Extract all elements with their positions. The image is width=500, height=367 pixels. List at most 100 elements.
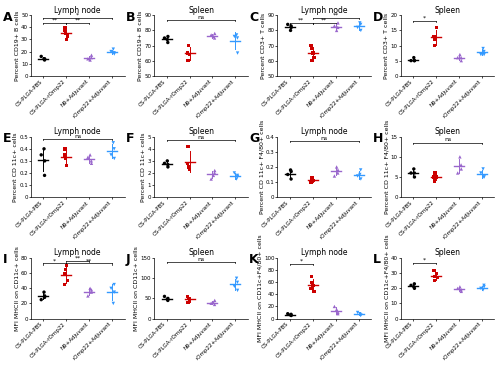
Point — [164, 158, 172, 164]
Point — [88, 55, 96, 61]
Point — [37, 54, 45, 59]
Point — [332, 28, 340, 33]
Point — [110, 140, 118, 146]
Point — [164, 296, 172, 302]
Title: Spleen: Spleen — [434, 6, 460, 15]
Point — [410, 281, 418, 287]
Point — [186, 298, 194, 304]
Point — [88, 158, 96, 164]
Point — [432, 270, 440, 276]
Point — [334, 167, 342, 173]
Point — [357, 176, 365, 182]
Point — [62, 263, 70, 269]
Point — [287, 176, 295, 182]
Point — [62, 266, 70, 272]
Point — [40, 146, 48, 152]
Point — [334, 170, 342, 176]
Point — [234, 172, 241, 178]
Point — [64, 278, 72, 284]
Point — [354, 25, 362, 30]
Point — [457, 162, 465, 168]
Point — [184, 164, 192, 170]
Text: *: * — [423, 257, 426, 262]
Point — [86, 152, 94, 158]
Point — [410, 174, 418, 180]
Point — [330, 304, 338, 309]
Point — [88, 160, 96, 166]
Point — [407, 282, 415, 288]
Point — [234, 35, 241, 41]
Point — [410, 284, 418, 290]
Point — [430, 43, 438, 48]
Point — [457, 287, 465, 293]
Point — [210, 170, 218, 176]
Point — [286, 167, 294, 173]
Point — [164, 33, 172, 39]
Point — [84, 56, 92, 62]
Point — [432, 25, 440, 30]
Point — [61, 270, 69, 276]
Point — [334, 25, 342, 30]
Point — [410, 58, 418, 63]
Point — [160, 294, 168, 299]
Point — [308, 176, 316, 182]
Point — [310, 55, 318, 61]
Point — [84, 293, 92, 299]
Point — [410, 286, 418, 291]
Point — [334, 311, 342, 317]
Point — [207, 300, 215, 306]
Point — [184, 58, 192, 63]
Text: K: K — [249, 253, 259, 266]
Point — [431, 170, 439, 176]
Point — [60, 152, 68, 158]
Point — [234, 50, 241, 56]
Point — [479, 46, 487, 51]
Point — [64, 33, 72, 39]
Point — [40, 56, 48, 62]
Point — [40, 294, 48, 300]
Text: A: A — [2, 11, 12, 23]
Point — [210, 33, 218, 39]
Text: *: * — [423, 16, 426, 21]
Point — [286, 28, 294, 33]
Point — [309, 282, 317, 288]
Point — [184, 160, 192, 166]
Title: Spleen: Spleen — [434, 248, 460, 257]
Point — [356, 20, 364, 26]
Point — [164, 161, 172, 167]
Point — [210, 30, 218, 36]
Y-axis label: MFI MHCII on CD11c+ cells: MFI MHCII on CD11c+ cells — [14, 246, 20, 331]
Point — [309, 50, 317, 56]
Point — [410, 55, 418, 61]
Point — [477, 286, 485, 291]
Point — [62, 156, 70, 161]
Point — [160, 160, 168, 166]
Point — [234, 174, 241, 179]
Point — [110, 156, 118, 161]
Point — [356, 311, 364, 317]
Text: ns: ns — [198, 257, 204, 262]
Y-axis label: Percent CD19+ B cells: Percent CD19+ B cells — [138, 10, 143, 81]
Point — [86, 286, 94, 291]
Point — [107, 152, 115, 158]
Point — [480, 284, 488, 290]
Point — [284, 171, 292, 177]
Title: Lymph node: Lymph node — [54, 6, 101, 15]
Text: G: G — [249, 132, 260, 145]
Point — [110, 50, 118, 56]
Point — [60, 281, 68, 287]
Point — [40, 172, 48, 178]
Point — [40, 158, 48, 164]
Point — [207, 176, 215, 182]
Title: Lymph node: Lymph node — [301, 127, 348, 136]
Point — [430, 267, 438, 273]
Point — [308, 46, 316, 51]
Point — [480, 174, 488, 180]
Text: *: * — [76, 12, 80, 17]
Point — [410, 170, 418, 176]
Text: *: * — [300, 259, 303, 264]
Y-axis label: MFI MHCII on CD11c+F4/80+ cells: MFI MHCII on CD11c+F4/80+ cells — [258, 235, 262, 342]
Y-axis label: MFI MHCII on CD11c+ cells: MFI MHCII on CD11c+ cells — [134, 246, 140, 331]
Point — [110, 301, 118, 306]
Point — [454, 55, 462, 61]
